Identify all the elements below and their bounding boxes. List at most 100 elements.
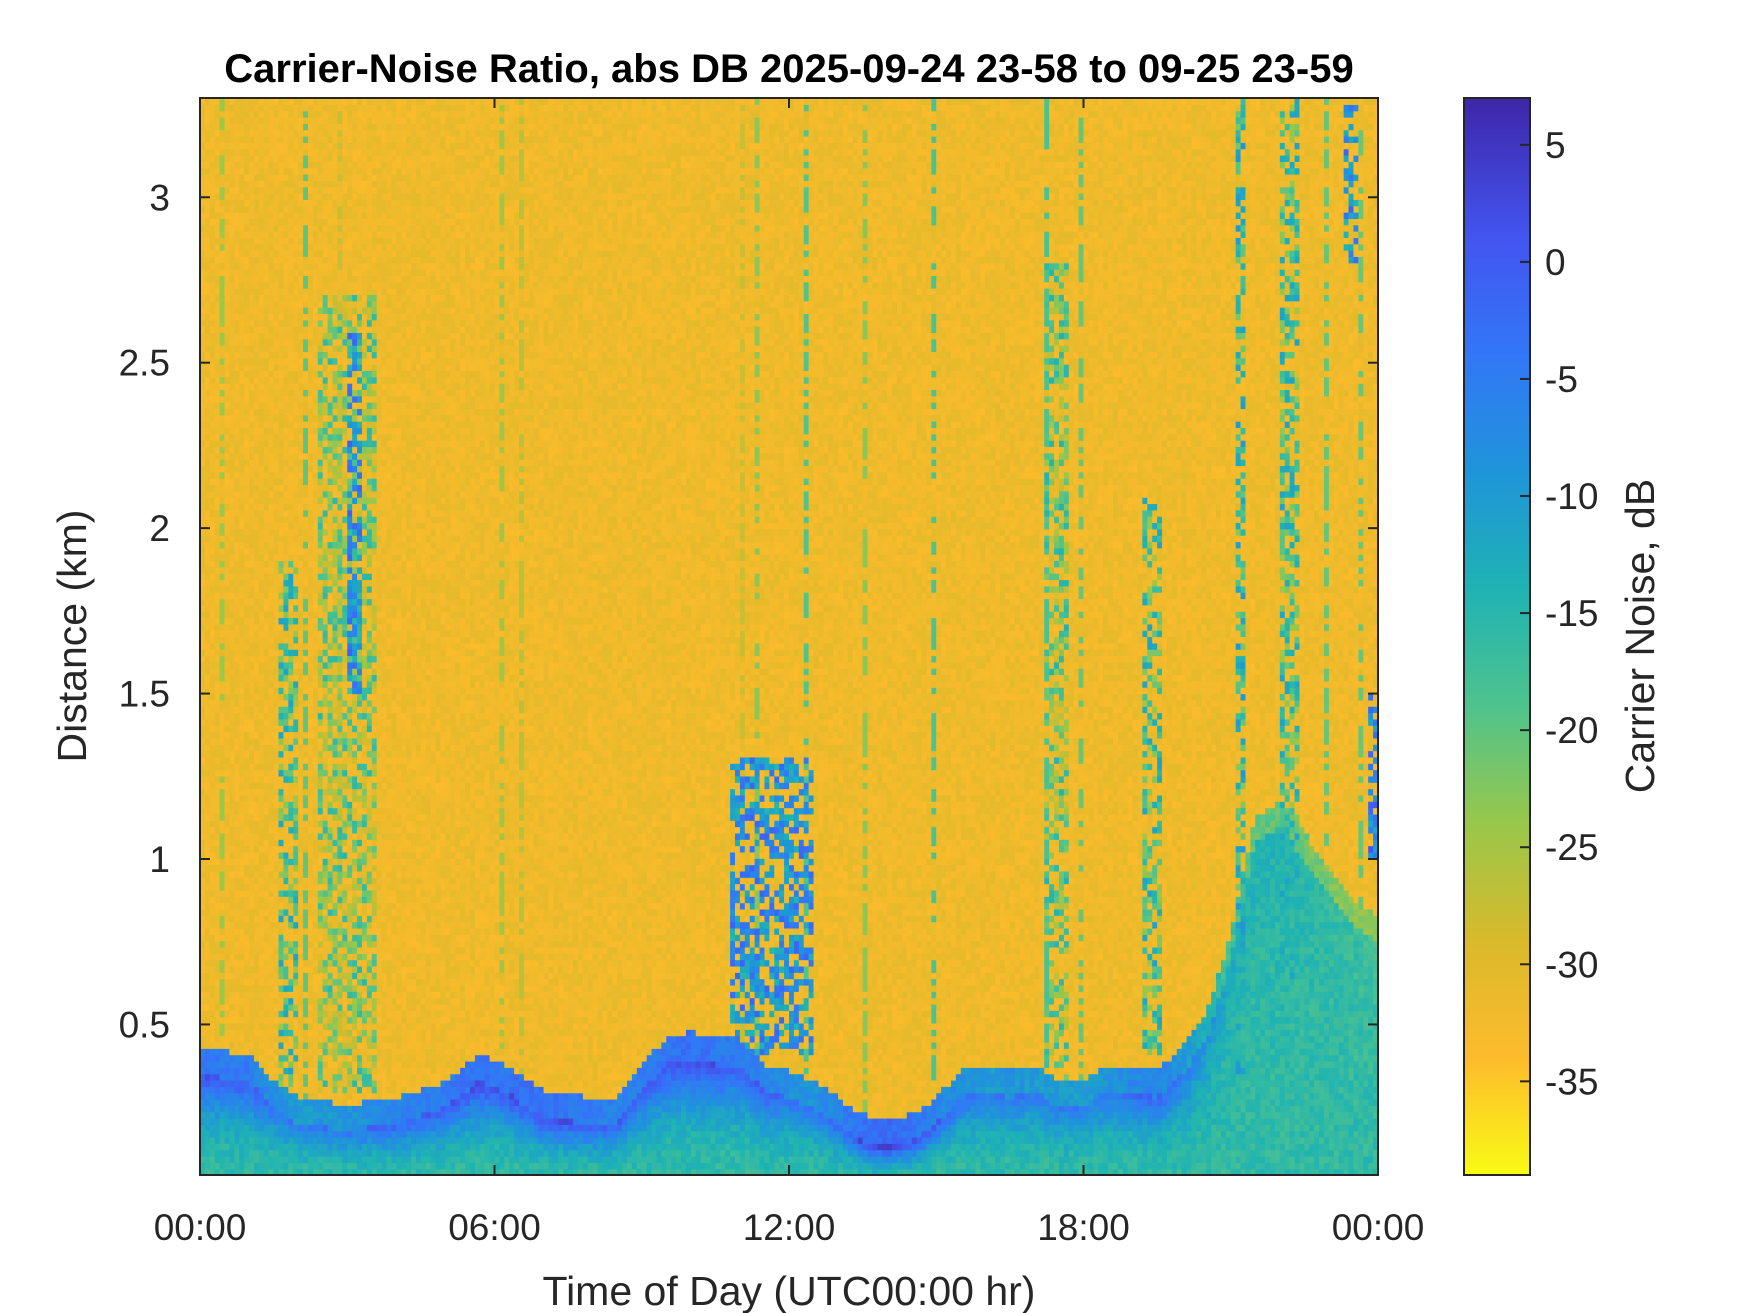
heatmap-cell	[234, 909, 240, 916]
heatmap-cell	[293, 136, 299, 143]
heatmap-cell	[225, 681, 231, 688]
heatmap-cell	[210, 947, 216, 954]
heatmap-cell	[293, 719, 299, 726]
heatmap-cell	[215, 839, 221, 846]
heatmap-cell	[234, 630, 240, 637]
heatmap-cell	[229, 630, 235, 637]
heatmap-cell	[274, 351, 280, 358]
heatmap-cell	[254, 605, 260, 612]
heatmap-cell	[269, 896, 275, 903]
heatmap-cell	[293, 459, 299, 466]
heatmap-cell	[234, 1048, 240, 1055]
heatmap-cell	[210, 256, 216, 263]
heatmap-cell	[220, 339, 226, 346]
heatmap-cell	[244, 212, 250, 219]
heatmap-cell	[215, 624, 221, 631]
heatmap-cell	[298, 770, 304, 777]
heatmap-cell	[220, 117, 226, 124]
heatmap-cell	[269, 1036, 275, 1043]
heatmap-cell	[234, 890, 240, 897]
heatmap-cell	[249, 104, 255, 111]
heatmap-cell	[298, 199, 304, 206]
heatmap-cell	[264, 617, 270, 624]
heatmap-cell	[269, 282, 275, 289]
heatmap-cell	[220, 307, 226, 314]
heatmap-cell	[269, 706, 275, 713]
heatmap-cell	[239, 630, 245, 637]
heatmap-cell	[229, 168, 235, 175]
heatmap-cell	[274, 301, 280, 308]
heatmap-cell	[283, 567, 289, 574]
heatmap-cell	[239, 656, 245, 663]
heatmap-cell	[288, 598, 294, 605]
heatmap-cell	[259, 586, 265, 593]
heatmap-cell	[239, 408, 245, 415]
heatmap-cell	[234, 1004, 240, 1011]
heatmap-cell	[288, 345, 294, 352]
heatmap-cell	[244, 1074, 250, 1081]
heatmap-cell	[254, 364, 260, 371]
heatmap-cell	[249, 1150, 255, 1157]
heatmap-cell	[205, 434, 211, 441]
heatmap-cell	[234, 776, 240, 783]
heatmap-cell	[269, 820, 275, 827]
heatmap-cell	[205, 478, 211, 485]
heatmap-cell	[244, 1010, 250, 1017]
heatmap-cell	[293, 180, 299, 187]
heatmap-cell	[274, 960, 280, 967]
heatmap-cell	[205, 282, 211, 289]
heatmap-cell	[249, 1086, 255, 1093]
heatmap-cell	[215, 896, 221, 903]
heatmap-cell	[229, 1137, 235, 1144]
heatmap-cell	[293, 941, 299, 948]
heatmap-cell	[288, 168, 294, 175]
heatmap-cell	[249, 535, 255, 542]
heatmap-cell	[249, 789, 255, 796]
heatmap-cell	[293, 865, 299, 872]
heatmap-cell	[229, 972, 235, 979]
heatmap-cell	[239, 719, 245, 726]
heatmap-cell	[249, 630, 255, 637]
heatmap-cell	[244, 529, 250, 536]
heatmap-cell	[244, 1042, 250, 1049]
heatmap-cell	[205, 579, 211, 586]
heatmap-cell	[274, 738, 280, 745]
heatmap-cell	[215, 814, 221, 821]
heatmap-cell	[254, 833, 260, 840]
heatmap-cell	[249, 624, 255, 631]
heatmap-cell	[264, 630, 270, 637]
heatmap-cell	[225, 332, 231, 339]
heatmap-cell	[288, 1099, 294, 1106]
heatmap-cell	[215, 789, 221, 796]
heatmap-cell	[269, 732, 275, 739]
heatmap-cell	[254, 649, 260, 656]
heatmap-cell	[215, 161, 221, 168]
heatmap-cell	[205, 763, 211, 770]
heatmap-cell	[225, 1118, 231, 1125]
heatmap-cell	[279, 1074, 285, 1081]
heatmap-cell	[269, 744, 275, 751]
heatmap-cell	[249, 795, 255, 802]
heatmap-cell	[220, 947, 226, 954]
heatmap-cell	[298, 795, 304, 802]
heatmap-cell	[293, 199, 299, 206]
heatmap-cell	[288, 991, 294, 998]
heatmap-cell	[259, 985, 265, 992]
heatmap-cell	[220, 548, 226, 555]
heatmap-cell	[279, 1093, 285, 1100]
heatmap-cell	[220, 345, 226, 352]
heatmap-cell	[234, 231, 240, 238]
heatmap-cell	[249, 586, 255, 593]
heatmap-cell	[234, 884, 240, 891]
heatmap-cell	[229, 694, 235, 701]
heatmap-cell	[283, 415, 289, 422]
heatmap-cell	[279, 282, 285, 289]
heatmap-cell	[249, 301, 255, 308]
heatmap-cell	[264, 1162, 270, 1169]
heatmap-cell	[269, 193, 275, 200]
heatmap-cell	[205, 598, 211, 605]
heatmap-cell	[264, 928, 270, 935]
heatmap-cell	[288, 1074, 294, 1081]
heatmap-cell	[239, 960, 245, 967]
heatmap-cell	[244, 814, 250, 821]
